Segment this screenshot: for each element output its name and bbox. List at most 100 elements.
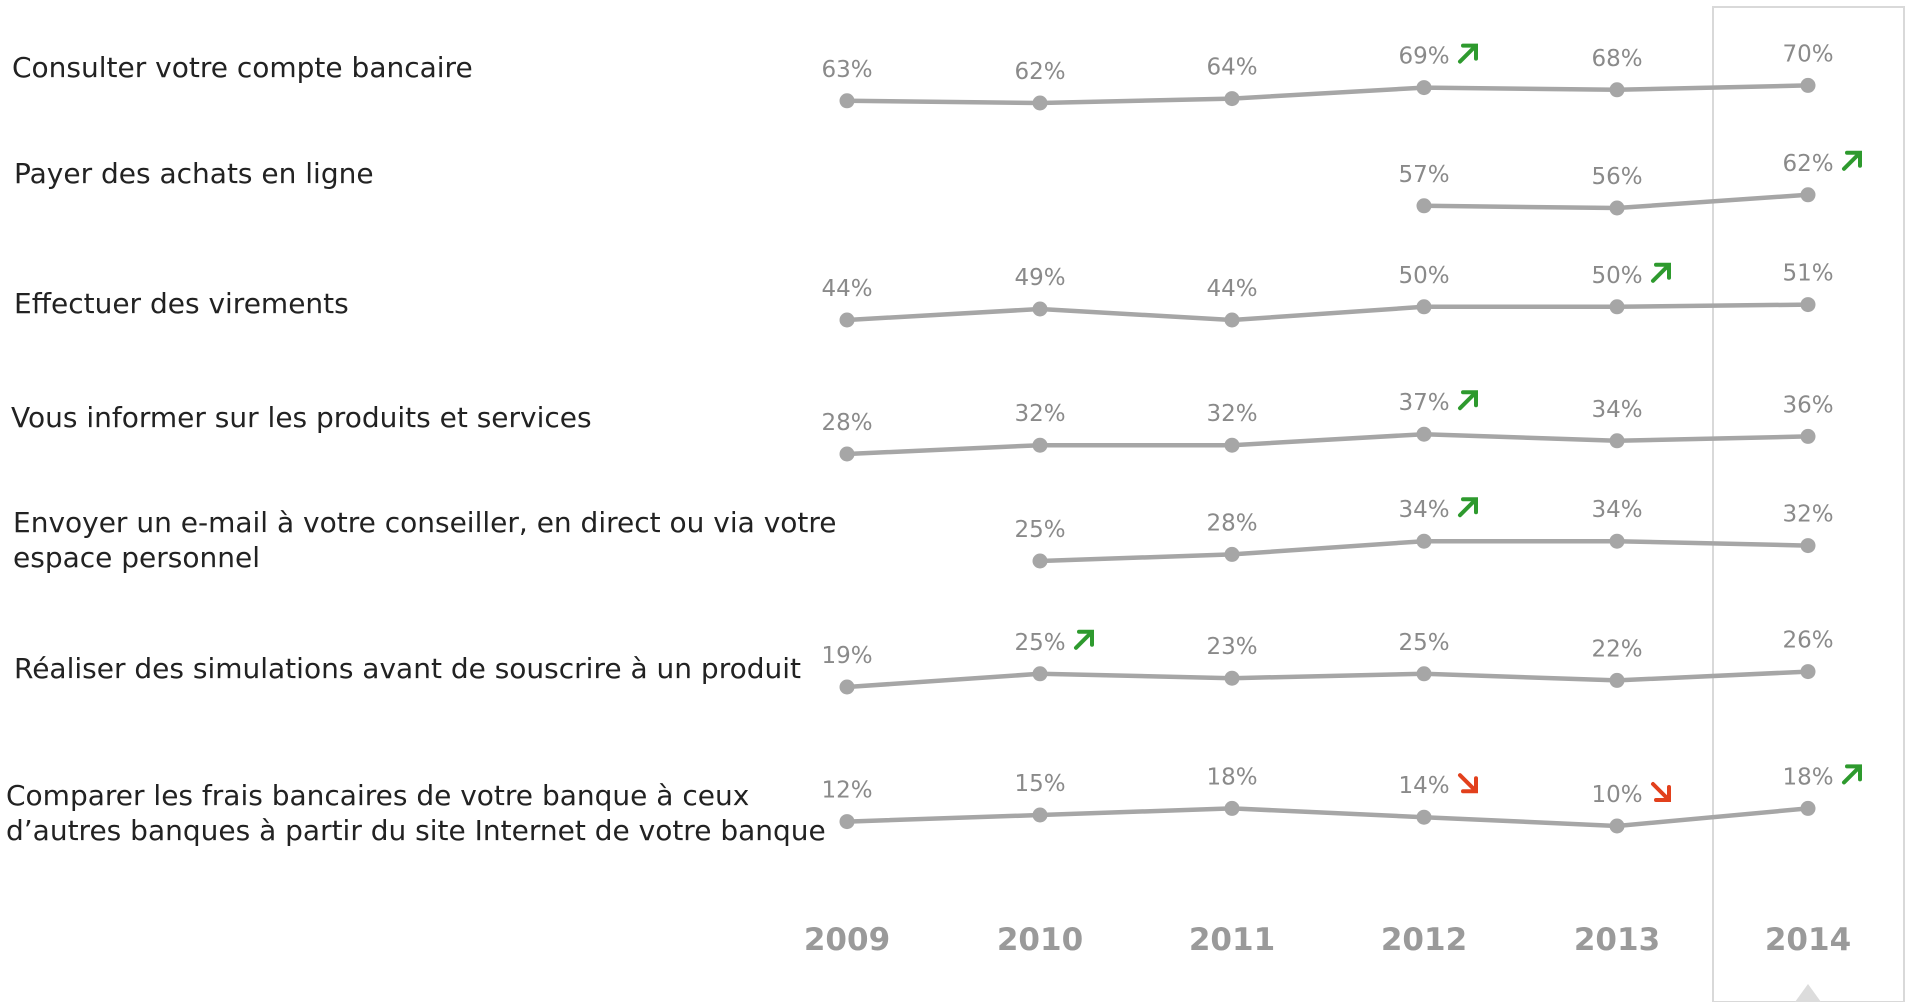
value-label: 32% (1206, 401, 1257, 427)
series-line (846, 669, 1809, 690)
row-label: Envoyer un e-mail à votre conseiller, en… (13, 506, 837, 574)
value-label: 56% (1591, 164, 1642, 190)
data-point (1032, 666, 1048, 682)
data-point (1032, 807, 1048, 823)
value-label: 15% (1014, 771, 1065, 797)
value-label: 28% (1206, 510, 1257, 536)
data-point (1609, 818, 1625, 834)
data-point (1032, 437, 1048, 453)
value-label: 25% (1014, 517, 1065, 543)
value-label: 70% (1782, 41, 1833, 67)
series-line (846, 83, 1809, 106)
data-point (1032, 95, 1048, 111)
row-label-line: Effectuer des virements (14, 287, 349, 320)
data-point (1800, 800, 1816, 816)
value-label: 50% (1398, 263, 1449, 289)
value-label: 63% (821, 57, 872, 83)
data-point (1224, 91, 1240, 107)
trend-up-icon (1458, 390, 1478, 411)
value-label: 62% (1014, 59, 1065, 85)
data-point (1224, 546, 1240, 562)
year-label-2014: 2014 (1765, 922, 1851, 958)
value-label: 18% (1782, 764, 1833, 790)
value-label: 49% (1014, 265, 1065, 291)
value-label: 23% (1206, 634, 1257, 660)
data-point (1609, 82, 1625, 98)
series-line (846, 302, 1809, 323)
data-point (1800, 77, 1816, 93)
row-label-line: Consulter votre compte bancaire (12, 51, 473, 84)
year-label-2009: 2009 (804, 922, 890, 958)
series-7: Comparer les frais bancaires de votre ba… (6, 764, 1834, 847)
value-label: 36% (1782, 392, 1833, 418)
data-point (1800, 428, 1816, 444)
value-label: 34% (1398, 497, 1449, 523)
value-label: 69% (1398, 44, 1449, 70)
row-label: Consulter votre compte bancaire (12, 51, 473, 84)
row-label-line: d’autres banques à partir du site Intern… (6, 814, 826, 847)
year-label-2012: 2012 (1381, 922, 1467, 958)
value-label: 32% (1782, 502, 1833, 528)
trend-up-icon (1074, 629, 1094, 650)
row-label-line: Envoyer un e-mail à votre conseiller, en… (13, 506, 837, 539)
series-3: Effectuer des virements 44% 49% 44% 50% 50% 51… (14, 261, 1834, 328)
row-label-line: Vous informer sur les produits et servic… (11, 401, 592, 434)
value-label: 19% (821, 643, 872, 669)
row-label: Réaliser des simulations avant de souscr… (14, 652, 801, 685)
data-point (1032, 553, 1048, 569)
data-point (1800, 187, 1816, 203)
data-point (1224, 800, 1240, 816)
data-point (1416, 809, 1432, 825)
trend-up-icon (1458, 43, 1478, 64)
series-5: Envoyer un e-mail à votre conseiller, en… (13, 497, 1834, 574)
value-label: 44% (1206, 276, 1257, 302)
value-label: 34% (1591, 497, 1642, 523)
value-label: 26% (1782, 628, 1833, 654)
value-label: 62% (1782, 151, 1833, 177)
series-line (846, 806, 1809, 829)
year-label-2010: 2010 (997, 922, 1083, 958)
series-line (846, 431, 1809, 457)
series-4: Vous informer sur les produits et servic… (11, 390, 1834, 462)
value-label: 18% (1206, 764, 1257, 790)
row-label: Effectuer des virements (14, 287, 349, 320)
value-label: 37% (1398, 390, 1449, 416)
data-point (1800, 538, 1816, 554)
data-point (1416, 80, 1432, 96)
data-point (839, 679, 855, 695)
value-label: 28% (821, 410, 872, 436)
value-label: 10% (1591, 782, 1642, 808)
data-point (1800, 297, 1816, 313)
data-point (839, 93, 855, 109)
row-label-line: Comparer les frais bancaires de votre ba… (6, 779, 749, 812)
value-label: 14% (1398, 773, 1449, 799)
value-label: 50% (1591, 263, 1642, 289)
data-point (1609, 672, 1625, 688)
value-label: 64% (1206, 55, 1257, 81)
value-label: 44% (821, 276, 872, 302)
row-label: Vous informer sur les produits et servic… (11, 401, 592, 434)
value-label: 34% (1591, 397, 1642, 423)
data-point (1032, 301, 1048, 317)
data-point (839, 446, 855, 462)
value-label: 57% (1398, 162, 1449, 188)
data-point (1416, 533, 1432, 549)
trend-up-icon (1651, 262, 1671, 283)
value-label: 12% (821, 778, 872, 804)
data-point (1416, 198, 1432, 214)
value-label: 51% (1782, 261, 1833, 287)
data-point (1224, 670, 1240, 686)
data-point (1609, 433, 1625, 449)
trend-down-icon (1458, 773, 1478, 794)
value-label: 68% (1591, 46, 1642, 72)
year-label-2011: 2011 (1189, 922, 1275, 958)
highlight-frame (1712, 6, 1905, 1002)
trend-up-icon (1458, 497, 1478, 518)
data-point (839, 814, 855, 830)
data-point (1609, 299, 1625, 315)
data-point (1224, 437, 1240, 453)
series-6: Réaliser des simulations avant de souscr… (14, 628, 1834, 695)
data-point (1800, 664, 1816, 680)
data-point (839, 312, 855, 328)
